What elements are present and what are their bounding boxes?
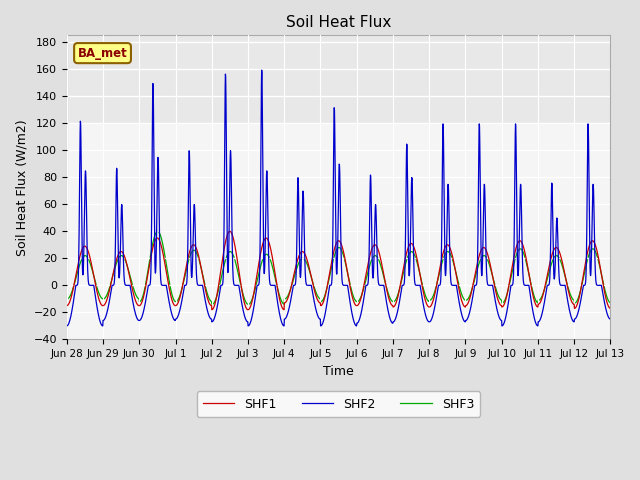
- SHF3: [574, 296, 582, 302]
- SHF1: [559, 262, 566, 267]
- Y-axis label: Soil Heat Flux (W/m2): Soil Heat Flux (W/m2): [15, 119, 28, 256]
- Line: SHF2: SHF2: [67, 70, 611, 326]
- SHF3: [154, 228, 161, 234]
- SHF2: [63, 323, 70, 329]
- SHF1: [607, 305, 614, 311]
- X-axis label: Time: Time: [323, 365, 354, 378]
- SHF3: [559, 265, 566, 271]
- SHF2: [355, 319, 362, 325]
- Line: SHF1: SHF1: [67, 231, 611, 310]
- Title: Soil Heat Flux: Soil Heat Flux: [286, 15, 391, 30]
- SHF1: [367, 251, 374, 256]
- SHF1: [226, 228, 234, 234]
- SHF2: [559, 282, 566, 288]
- SHF3: [355, 298, 362, 304]
- SHF1: [208, 307, 216, 312]
- SHF3: [607, 300, 614, 306]
- SHF2: [258, 67, 266, 73]
- SHF3: [63, 296, 70, 302]
- SHF2: [607, 316, 614, 322]
- Bar: [67, 36, 611, 123]
- Bar: [67, 123, 611, 339]
- Text: BA_met: BA_met: [77, 47, 127, 60]
- SHF3: [497, 297, 505, 303]
- SHF1: [63, 303, 70, 309]
- SHF1: [497, 302, 505, 308]
- SHF3: [367, 260, 374, 266]
- SHF2: [366, 179, 374, 185]
- Legend: SHF1, SHF2, SHF3: SHF1, SHF2, SHF3: [197, 391, 480, 417]
- SHF1: [574, 299, 582, 305]
- SHF1: [355, 301, 362, 307]
- SHF3: [215, 287, 223, 292]
- Line: SHF3: SHF3: [67, 231, 611, 304]
- SHF2: [214, 298, 222, 303]
- SHF1: [215, 282, 223, 288]
- SHF2: [574, 311, 582, 317]
- SHF2: [497, 317, 504, 323]
- SHF3: [244, 301, 252, 307]
